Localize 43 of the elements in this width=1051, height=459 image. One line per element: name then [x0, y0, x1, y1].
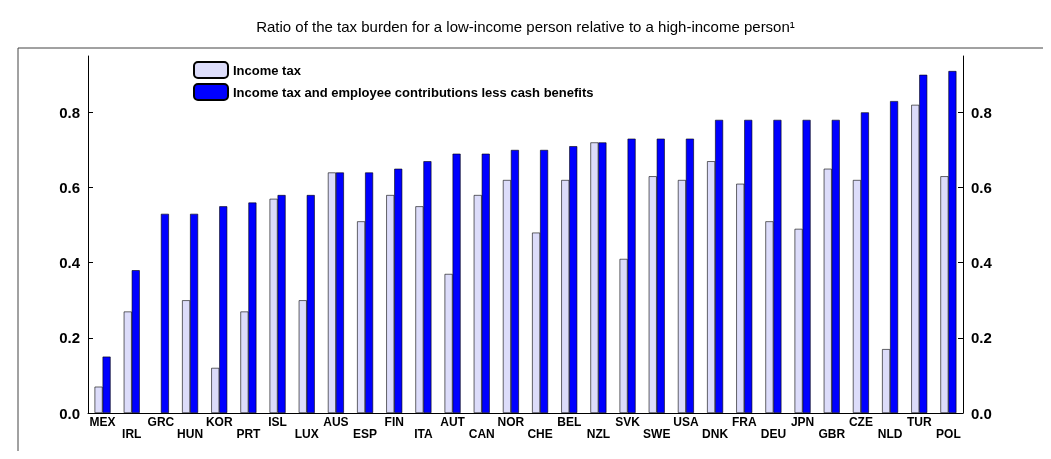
x-tick-label: IRL	[122, 427, 142, 441]
chart-title: Ratio of the tax burden for a low-income person relative to a high-income person¹	[256, 18, 795, 35]
x-tick-label: FIN	[384, 415, 404, 429]
x-tick-label: PRT	[236, 427, 262, 441]
y-tick-label: 0.8	[59, 103, 80, 121]
legend-label: Income tax and employee contributions less cash benefits	[233, 84, 594, 100]
x-tick-label: CZE	[848, 415, 873, 429]
x-tick-label: KOR	[205, 415, 233, 429]
x-tick-label: AUT	[440, 415, 466, 429]
x-tick-label: GRC	[147, 415, 175, 429]
y2-tick-label: 0.8	[971, 103, 992, 121]
x-tick-label: TUR	[906, 415, 932, 429]
x-tick-label: MEX	[89, 415, 116, 429]
x-tick-label: HUN	[177, 427, 204, 441]
x-tick-label: ITA	[414, 427, 433, 441]
x-tick-label: SVK	[615, 415, 641, 429]
x-tick-label: DNK	[702, 427, 729, 441]
x-tick-label: BEL	[557, 415, 582, 429]
y-tick-label: 0.4	[59, 254, 81, 272]
x-tick-label: DEU	[760, 427, 787, 441]
x-tick-label: JPN	[790, 415, 815, 429]
x-tick-label: POL	[936, 427, 961, 441]
x-tick-label: LUX	[294, 427, 319, 441]
x-tick-label: CHE	[527, 427, 553, 441]
x-tick-label: GBR	[818, 427, 846, 441]
y2-tick-label: 0.4	[971, 254, 993, 272]
y2-tick-label: 0.2	[971, 329, 992, 347]
x-tick-label: NOR	[497, 415, 525, 429]
x-tick-label: SWE	[643, 427, 671, 441]
y-tick-label: 0.0	[59, 404, 80, 422]
x-tick-label: NLD	[877, 427, 903, 441]
x-tick-label: ISL	[268, 415, 287, 429]
x-tick-label: NZL	[586, 427, 611, 441]
legend-label: Income tax	[233, 62, 302, 78]
x-tick-label: CAN	[468, 427, 495, 441]
y-tick-label: 0.2	[59, 329, 80, 347]
x-tick-label: AUS	[323, 415, 349, 429]
y-tick-label: 0.6	[59, 179, 80, 197]
y2-tick-label: 0.6	[971, 179, 992, 197]
x-tick-label: FRA	[731, 415, 757, 429]
y2-tick-label: 0.0	[971, 404, 992, 422]
x-tick-label: USA	[673, 415, 699, 429]
x-tick-label: ESP	[353, 427, 378, 441]
